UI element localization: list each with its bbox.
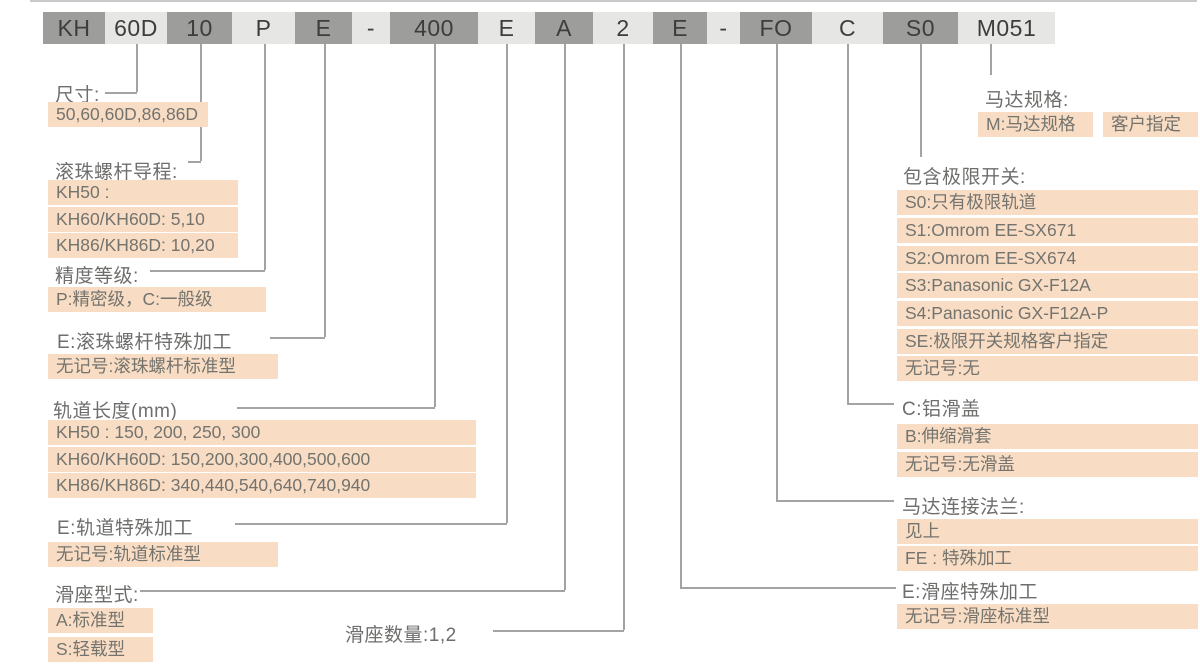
rail-special-row: 无记号:轨道标准型 — [48, 542, 278, 567]
motor-spec-row: M:马达规格 — [978, 112, 1093, 137]
cover-row: 无记号:无滑盖 — [897, 452, 1198, 477]
code-segment-60d: 60D — [105, 12, 167, 44]
size-title: 尺寸: — [55, 85, 100, 106]
accuracy-title: 精度等级: — [55, 266, 139, 287]
code-segment-s0: S0 — [883, 12, 958, 44]
limit-switch-row: S0:只有极限轨道 — [897, 190, 1198, 215]
flange-row: FE : 特殊加工 — [897, 546, 1198, 571]
screw-special-row: 无记号:滚珠螺杆标准型 — [48, 354, 278, 379]
top-border-line — [30, 0, 1197, 2]
rail-length-row: KH50 : 150, 200, 250, 300 — [48, 420, 476, 445]
connector-line-400 — [434, 44, 436, 407]
connector-line-60d — [136, 44, 138, 92]
code-segment-e3: E — [653, 12, 707, 44]
slider-special-title: E:滑座特殊加工 — [902, 582, 1038, 603]
connector-line-p — [264, 44, 266, 270]
slider-type-row: A:标准型 — [48, 608, 153, 633]
code-segment-fo: FO — [740, 12, 812, 44]
code-segment-p: P — [232, 12, 295, 44]
screw-lead-row: KH50 : — [48, 180, 238, 205]
connector-elbow-fo — [776, 500, 894, 502]
screw-special-title: E:滚珠螺杆特殊加工 — [57, 332, 232, 353]
connector-elbow-60d — [105, 92, 137, 94]
connector-line-s0 — [920, 44, 922, 157]
slider-type-row: S:轻载型 — [48, 637, 153, 662]
limit-switch-row: S4:Panasonic GX-F12A-P — [897, 301, 1198, 326]
connector-elbow-e2 — [235, 523, 507, 525]
connector-line-fo — [776, 44, 778, 500]
slider-special-row: 无记号:滑座标准型 — [897, 604, 1198, 629]
connector-line-m051 — [990, 44, 992, 75]
code-segment-dash2: - — [707, 12, 740, 44]
connector-elbow-e1 — [270, 337, 325, 339]
connector-elbow-e3 — [680, 587, 896, 589]
code-segment-c: C — [812, 12, 883, 44]
code-segment-400: 400 — [390, 12, 478, 44]
screw-lead-title: 滚珠螺杆导程: — [55, 162, 178, 183]
connector-elbow-p — [150, 270, 265, 272]
code-segment-e2: E — [478, 12, 535, 44]
code-segment-2: 2 — [593, 12, 653, 44]
screw-lead-row: KH86/KH86D: 10,20 — [48, 233, 238, 258]
cover-title: C:铝滑盖 — [902, 399, 981, 420]
rail-length-row: KH60/KH60D: 150,200,300,400,500,600 — [48, 447, 476, 472]
size-values: 50,60,60D,86,86D — [48, 102, 208, 127]
rail-special-title: E:轨道特殊加工 — [57, 518, 193, 539]
motor-spec-title: 马达规格: — [985, 90, 1069, 111]
limit-switch-row: SE:极限开关规格客户指定 — [897, 329, 1198, 354]
connector-elbow-2 — [493, 630, 624, 632]
connector-elbow-400 — [237, 407, 435, 409]
motor-spec-row: 客户指定 — [1103, 112, 1198, 137]
connector-elbow-10 — [188, 161, 201, 163]
code-segment-kh: KH — [43, 12, 105, 44]
code-segment-a: A — [535, 12, 593, 44]
rail-length-row: KH86/KH86D: 340,440,540,640,740,940 — [48, 473, 476, 498]
slider-type-title: 滑座型式: — [55, 585, 139, 606]
code-segment-dash1: - — [352, 12, 390, 44]
flange-title: 马达连接法兰: — [902, 497, 1025, 518]
flange-row: 见上 — [897, 519, 1198, 544]
limit-switch-row: S3:Panasonic GX-F12A — [897, 273, 1198, 298]
code-segment-10: 10 — [167, 12, 232, 44]
connector-line-2 — [623, 44, 625, 630]
cover-row: B:伸缩滑套 — [897, 424, 1198, 449]
connector-line-e2 — [506, 44, 508, 523]
slider-count-label: 滑座数量:1,2 — [345, 625, 457, 646]
rail-length-title: 轨道长度(mm) — [53, 401, 178, 422]
limit-switch-title: 包含极限开关: — [903, 167, 1026, 188]
connector-elbow-a — [140, 590, 565, 592]
accuracy-row: P:精密级，C:一般级 — [48, 287, 266, 312]
code-segment-m051: M051 — [958, 12, 1055, 44]
limit-switch-row: 无记号:无 — [897, 356, 1198, 381]
screw-lead-row: KH60/KH60D: 5,10 — [48, 207, 238, 232]
connector-elbow-c — [847, 403, 894, 405]
connector-line-a — [564, 44, 566, 590]
connector-line-c — [847, 44, 849, 403]
limit-switch-row: S1:Omrom EE-SX671 — [897, 218, 1198, 243]
connector-line-e1 — [324, 44, 326, 337]
limit-switch-row: S2:Omrom EE-SX674 — [897, 246, 1198, 271]
connector-line-e3 — [680, 44, 682, 587]
code-segment-e1: E — [295, 12, 352, 44]
